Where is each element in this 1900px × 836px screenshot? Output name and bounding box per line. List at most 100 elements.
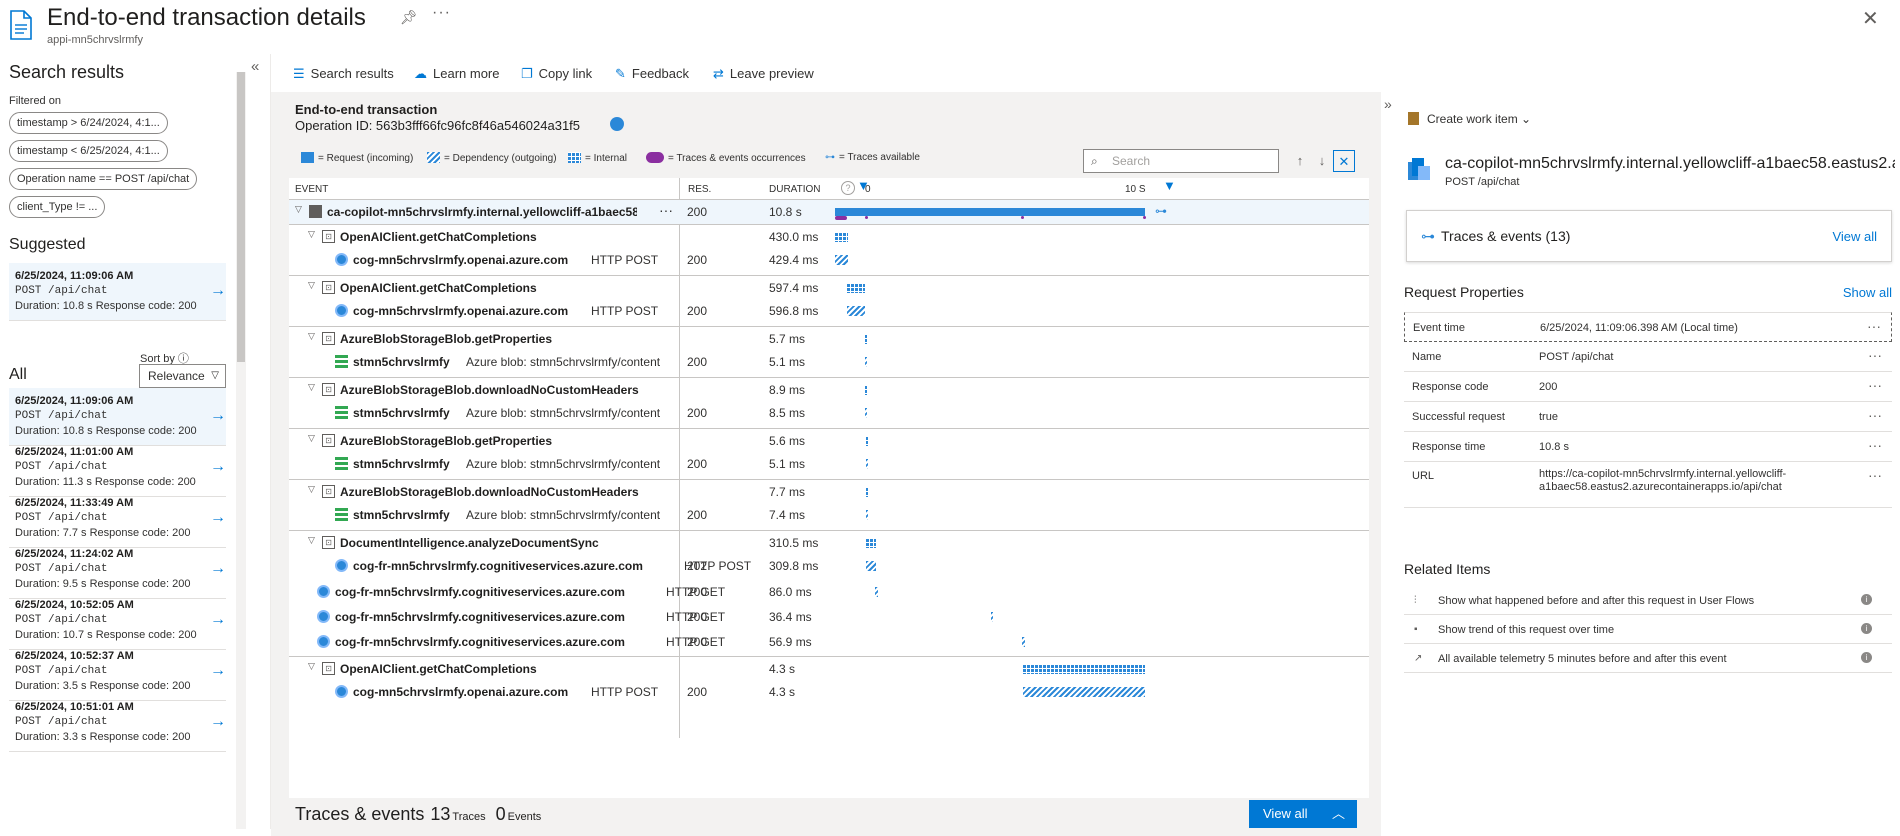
transaction-row[interactable]: ▽ ⊡ OpenAIClient.getChatCompletions 597.4 m… — [289, 275, 1369, 299]
transaction-row[interactable]: stmn5chrvslrmfy Azure blob: stmn5chrvslrm… — [289, 503, 1369, 527]
copy-link-button[interactable]: ❐ Copy link — [521, 66, 593, 81]
view-all-button[interactable]: View all ︿ — [1249, 800, 1357, 828]
result-item[interactable]: 6/25/2024, 11:01:00 AM POST /api/chat Dura… — [9, 439, 226, 497]
leave-preview-button[interactable]: ⇄ Leave preview — [713, 66, 814, 81]
arrow-down-icon[interactable]: ↓ — [1318, 153, 1326, 168]
transaction-row[interactable]: ▽ ⊡ AzureBlobStorageBlob.getProperties 5.6 … — [289, 428, 1369, 452]
pin-icon[interactable]: 📌︎ — [400, 9, 418, 25]
info-icon[interactable]: i — [1861, 594, 1872, 605]
transaction-row[interactable]: cog-fr-mn5chrvslrmfy.cognitiveservices.a… — [289, 554, 1369, 578]
timeline-bar[interactable] — [865, 334, 867, 344]
timeline-bar[interactable] — [866, 459, 868, 469]
duration-column-header[interactable]: DURATION — [769, 184, 821, 195]
left-scrollbar[interactable] — [236, 72, 246, 829]
more-options-icon[interactable]: ··· — [1868, 347, 1882, 363]
res-column-header[interactable]: RES. — [688, 184, 712, 195]
trace-marker[interactable] — [835, 216, 847, 220]
chevron-down-icon[interactable]: ▽ — [308, 280, 315, 290]
trace-marker[interactable] — [865, 216, 868, 219]
transaction-row[interactable]: cog-fr-mn5chrvslrmfy.cognitiveservices.a… — [289, 630, 1369, 654]
event-column-header[interactable]: EVENT — [295, 184, 329, 195]
transaction-row[interactable]: cog-fr-mn5chrvslrmfy.cognitiveservices.a… — [289, 580, 1369, 604]
timeline-bar[interactable] — [866, 487, 868, 497]
transaction-row[interactable]: stmn5chrvslrmfy Azure blob: stmn5chrvslrm… — [289, 350, 1369, 374]
transaction-row[interactable]: ▽ ⊡ OpenAIClient.getChatCompletions 430.0 m… — [289, 224, 1369, 248]
related-item[interactable]: ▪ Show trend of this request over time i — [1404, 616, 1892, 644]
chevron-down-icon[interactable]: ▽ — [308, 331, 315, 341]
more-options-icon[interactable]: ··· — [1868, 437, 1882, 453]
more-options-icon[interactable]: ··· — [1868, 467, 1882, 483]
help-icon[interactable]: ? — [841, 181, 855, 195]
traces-available-icon[interactable]: ⊶ — [1155, 204, 1167, 218]
result-item[interactable]: 6/25/2024, 11:33:49 AM POST /api/chat Dura… — [9, 490, 226, 548]
collapse-left-icon[interactable]: « — [251, 58, 260, 75]
transaction-row[interactable]: stmn5chrvslrmfy Azure blob: stmn5chrvslrm… — [289, 452, 1369, 476]
more-options-icon[interactable]: ··· — [1868, 407, 1882, 423]
timeline-bar[interactable] — [847, 283, 865, 293]
show-all-link[interactable]: Show all — [1842, 285, 1892, 300]
timeline-bar[interactable] — [865, 385, 867, 395]
related-item[interactable]: ↗ All available telemetry 5 minutes befor… — [1404, 645, 1892, 673]
trace-marker[interactable] — [1143, 216, 1146, 219]
traces-view-all-link[interactable]: View all — [1832, 229, 1877, 244]
timeline-bar[interactable] — [991, 612, 993, 622]
result-item[interactable]: 6/25/2024, 10:52:05 AM POST /api/chat Dura… — [9, 592, 226, 650]
timeline-bar[interactable] — [1023, 687, 1145, 697]
result-item[interactable]: 6/25/2024, 10:52:37 AM POST /api/chat Dura… — [9, 643, 226, 701]
transaction-row[interactable]: ▽ ca-copilot-mn5chrvslrmfy.internal.yello… — [289, 200, 1369, 224]
chevron-down-icon[interactable]: ▽ — [308, 484, 315, 494]
more-options-icon[interactable]: ··· — [432, 4, 451, 21]
filter-chip[interactable]: timestamp > 6/24/2024, 4:1... — [9, 112, 168, 134]
filter-chip[interactable]: client_Type != ... — [9, 196, 106, 218]
transaction-row[interactable]: cog-mn5chrvslrmfy.openai.azure.com HTTP P… — [289, 248, 1369, 272]
app-map-icon[interactable] — [610, 117, 624, 131]
arrow-up-icon[interactable]: ↑ — [1296, 153, 1304, 168]
timeline-bar[interactable] — [866, 436, 868, 446]
learn-more-button[interactable]: ☁ Learn more — [414, 66, 500, 81]
timeline-end-marker[interactable]: ▼ — [1163, 178, 1176, 193]
chevron-down-icon[interactable]: ▽ — [295, 204, 302, 214]
search-results-button[interactable]: ☰ Search results — [293, 66, 394, 81]
transaction-row[interactable]: cog-fr-mn5chrvslrmfy.cognitiveservices.a… — [289, 605, 1369, 629]
timeline-bar[interactable] — [866, 538, 876, 548]
result-item[interactable]: 6/25/2024, 11:09:06 AM POST /api/chat Dura… — [9, 388, 226, 446]
timeline-bar[interactable] — [847, 306, 865, 316]
chevron-down-icon[interactable]: ▽ — [308, 535, 315, 545]
close-icon[interactable]: ✕ — [1862, 8, 1879, 30]
close-search-icon[interactable]: ✕ — [1333, 150, 1355, 172]
timeline-bar[interactable] — [835, 208, 1145, 216]
chevron-down-icon[interactable]: ▽ — [308, 229, 315, 239]
feedback-button[interactable]: ✎ Feedback — [615, 66, 689, 81]
timeline-bar[interactable] — [835, 255, 848, 265]
timeline-bar[interactable] — [1023, 664, 1145, 674]
timeline-bar[interactable] — [835, 232, 848, 242]
more-options-icon[interactable]: ··· — [659, 202, 673, 218]
chevron-down-icon[interactable]: ▽ — [308, 433, 315, 443]
transaction-row[interactable]: stmn5chrvslrmfy Azure blob: stmn5chrvslrm… — [289, 401, 1369, 425]
transaction-row[interactable]: ▽ ⊡ DocumentIntelligence.analyzeDocumentSy… — [289, 530, 1369, 554]
sort-dropdown[interactable]: Relevance ▽ — [139, 364, 226, 388]
timeline-start-marker[interactable]: ▼ — [857, 178, 870, 193]
timeline-bar[interactable] — [865, 408, 867, 418]
suggested-result[interactable]: 6/25/2024, 11:09:06 AM POST /api/chat Du… — [9, 263, 226, 321]
trace-marker[interactable] — [1021, 216, 1024, 219]
more-options-icon[interactable]: ··· — [1868, 377, 1882, 393]
search-input[interactable]: ⌕ Search — [1083, 149, 1279, 173]
related-item[interactable]: ⫶ Show what happened before and after thi… — [1404, 587, 1892, 615]
timeline-bar[interactable] — [1022, 637, 1025, 647]
timeline-bar[interactable] — [875, 587, 878, 597]
expand-icon[interactable]: » — [1384, 96, 1392, 112]
timeline-bar[interactable] — [866, 510, 868, 520]
create-work-item-button[interactable]: Create work item ⌄ — [1408, 112, 1531, 126]
transaction-row[interactable]: cog-mn5chrvslrmfy.openai.azure.com HTTP P… — [289, 299, 1369, 323]
left-scrollbar-thumb[interactable] — [237, 72, 245, 362]
filter-chip[interactable]: timestamp < 6/25/2024, 4:1... — [9, 140, 168, 162]
chevron-down-icon[interactable]: ▽ — [308, 382, 315, 392]
transaction-row[interactable]: cog-mn5chrvslrmfy.openai.azure.com HTTP P… — [289, 680, 1369, 704]
timeline-bar[interactable] — [865, 357, 867, 367]
transaction-row[interactable]: ▽ ⊡ AzureBlobStorageBlob.downloadNoCustomH… — [289, 479, 1369, 503]
filter-chip[interactable]: Operation name == POST /api/chat — [9, 168, 198, 190]
more-options-icon[interactable]: ··· — [1867, 318, 1881, 334]
chevron-down-icon[interactable]: ▽ — [308, 661, 315, 671]
transaction-row[interactable]: ▽ ⊡ AzureBlobStorageBlob.getProperties 5.7 … — [289, 326, 1369, 350]
